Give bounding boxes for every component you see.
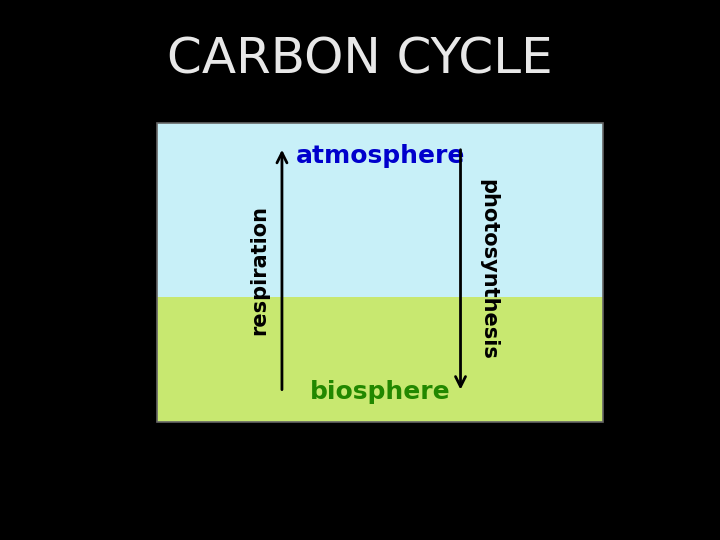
Text: biosphere: biosphere — [310, 380, 451, 404]
Bar — [157, 123, 603, 296]
Text: CARBON CYCLE: CARBON CYCLE — [167, 35, 553, 83]
Bar — [157, 296, 603, 422]
Text: photosynthesis: photosynthesis — [478, 179, 498, 360]
Bar — [157, 123, 603, 422]
Text: respiration: respiration — [250, 205, 269, 335]
Text: atmosphere: atmosphere — [295, 144, 465, 168]
